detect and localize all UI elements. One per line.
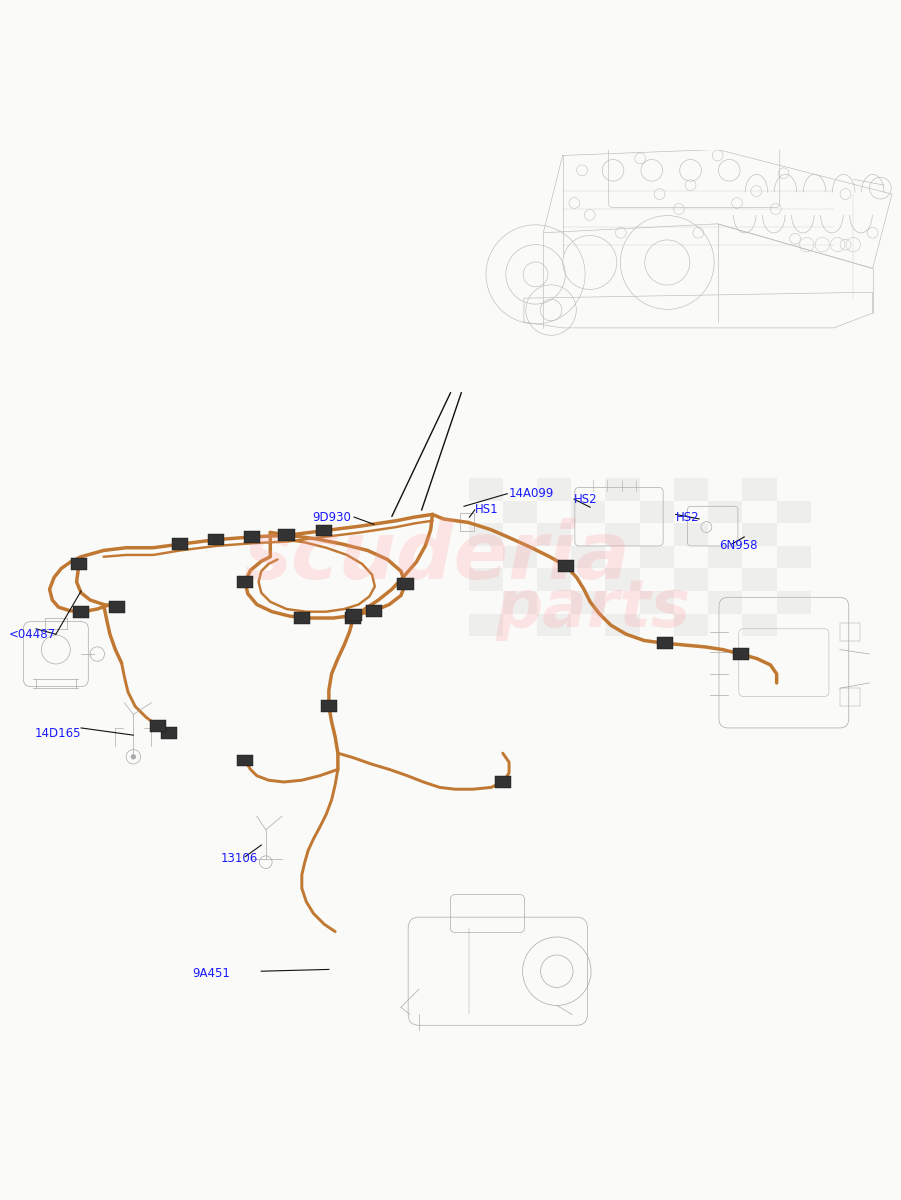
Bar	[674, 569, 708, 590]
Circle shape	[131, 754, 136, 760]
Bar	[840, 689, 860, 707]
Text: 9A451: 9A451	[192, 967, 230, 980]
Bar	[469, 479, 503, 500]
Bar	[558, 560, 574, 571]
Bar	[346, 610, 362, 622]
Bar	[571, 500, 605, 523]
Bar	[208, 534, 224, 546]
Bar	[294, 612, 310, 624]
Text: scuderia: scuderia	[243, 517, 630, 595]
Bar	[674, 523, 708, 546]
Bar	[161, 727, 177, 739]
Bar	[708, 500, 742, 523]
Bar	[397, 578, 414, 589]
Bar	[733, 648, 749, 660]
Bar	[537, 613, 571, 636]
Bar	[316, 524, 332, 536]
Bar	[537, 523, 571, 546]
Bar	[71, 558, 87, 570]
Bar	[503, 590, 537, 613]
Text: HS2: HS2	[574, 492, 597, 505]
Bar	[777, 546, 811, 569]
Bar	[742, 523, 777, 546]
Text: 13106: 13106	[221, 852, 258, 865]
Bar	[109, 601, 125, 613]
Bar	[742, 479, 777, 500]
Bar	[605, 613, 640, 636]
Bar	[503, 500, 537, 523]
Bar	[605, 479, 640, 500]
Bar	[742, 569, 777, 590]
Text: parts: parts	[496, 577, 690, 641]
Bar	[605, 523, 640, 546]
Text: 14D165: 14D165	[34, 727, 81, 740]
Bar	[605, 569, 640, 590]
Bar	[640, 590, 674, 613]
Text: HS2: HS2	[676, 511, 699, 523]
Bar	[674, 613, 708, 636]
Bar	[469, 569, 503, 590]
Bar	[571, 590, 605, 613]
Bar	[640, 500, 674, 523]
Bar	[172, 539, 188, 550]
Bar	[777, 590, 811, 613]
Bar	[742, 613, 777, 636]
Bar	[503, 546, 537, 569]
Bar	[495, 776, 511, 788]
Bar	[244, 532, 260, 542]
Text: 9D930: 9D930	[313, 511, 351, 523]
Bar	[840, 623, 860, 641]
Text: 14A099: 14A099	[509, 487, 554, 500]
Bar	[674, 479, 708, 500]
Bar	[537, 569, 571, 590]
Bar	[708, 546, 742, 569]
Bar	[708, 590, 742, 613]
Bar	[150, 720, 166, 732]
Bar	[537, 479, 571, 500]
Bar	[469, 523, 503, 546]
Bar	[73, 606, 89, 618]
Bar	[777, 500, 811, 523]
Bar	[237, 576, 253, 588]
Bar	[321, 701, 337, 712]
Text: HS1: HS1	[475, 504, 498, 516]
Bar	[469, 613, 503, 636]
Text: 6N958: 6N958	[719, 540, 758, 552]
Bar	[366, 605, 382, 617]
Bar	[345, 612, 361, 624]
Bar	[278, 529, 295, 541]
Bar	[657, 637, 673, 649]
Bar	[460, 512, 474, 530]
Text: <04487: <04487	[9, 628, 56, 641]
Bar	[640, 546, 674, 569]
Bar	[237, 755, 253, 767]
Bar	[571, 546, 605, 569]
